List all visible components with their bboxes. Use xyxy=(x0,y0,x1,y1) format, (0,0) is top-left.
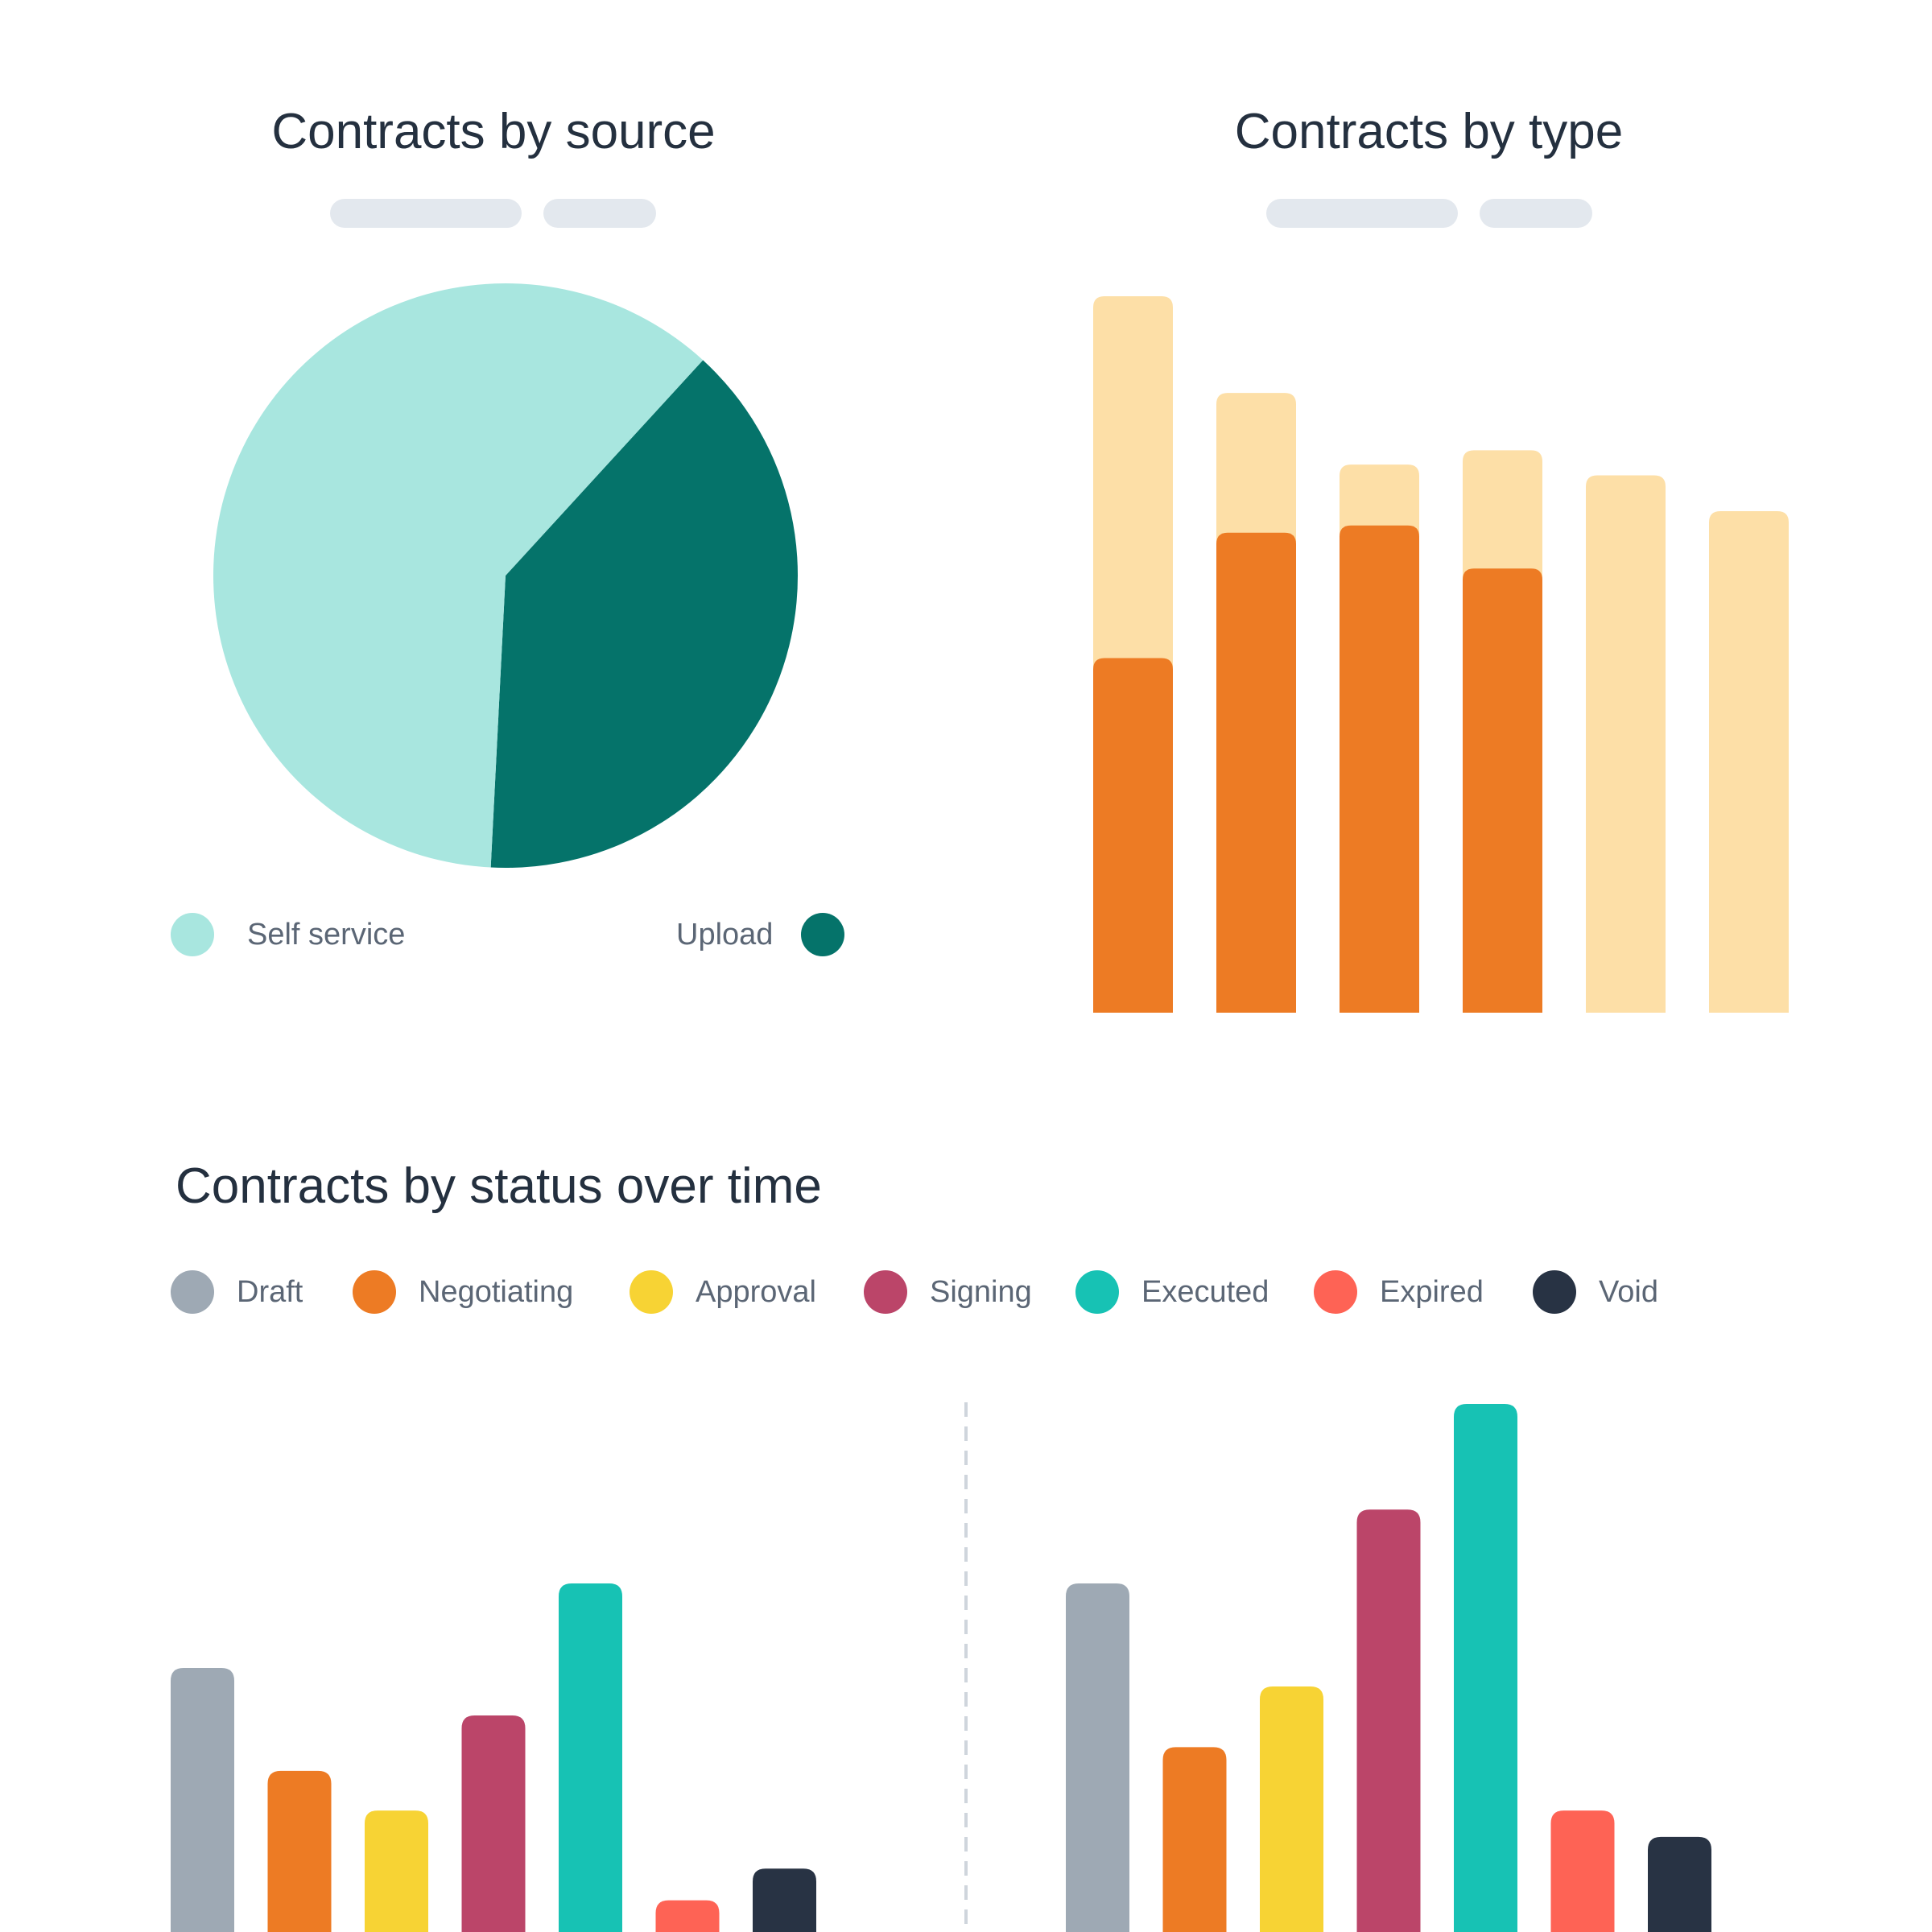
legend-label-approval: Approval xyxy=(696,1275,816,1309)
legend-swatch-executed xyxy=(1075,1270,1119,1314)
legend-swatch-approval xyxy=(630,1270,673,1314)
chart-title-source: Contracts by source xyxy=(271,104,716,159)
legend-label-draft: Draft xyxy=(237,1275,303,1309)
chart-title-status: Contracts by status over time xyxy=(175,1158,822,1214)
legend-label-negotiating: Negotiating xyxy=(419,1275,574,1309)
type-bar-highlight-4 xyxy=(1463,568,1542,1013)
legend-label-executed: Executed xyxy=(1141,1275,1269,1309)
subtitle-placeholder-bar xyxy=(330,199,522,228)
legend-label-void: Void xyxy=(1599,1275,1658,1309)
status-bar-g2-executed xyxy=(1454,1404,1517,1932)
status-bar-g2-void xyxy=(1648,1836,1711,1932)
type-bar-highlight-2 xyxy=(1216,532,1296,1013)
type-bar-total-6 xyxy=(1709,511,1789,1013)
type-bar-highlight-3 xyxy=(1340,525,1419,1013)
subtitle-placeholder-bar xyxy=(1266,199,1458,228)
pie-chart-source xyxy=(213,283,799,869)
subtitle-placeholder-bar xyxy=(1480,199,1592,228)
status-bar-g2-draft xyxy=(1066,1583,1129,1932)
legend-label-signing: Signing xyxy=(930,1275,1032,1309)
status-bar-g1-expired xyxy=(655,1900,720,1932)
subtitle-placeholder-bar xyxy=(543,199,656,228)
status-bar-g1-void xyxy=(753,1868,816,1932)
legend-swatch-negotiating xyxy=(353,1270,396,1314)
status-bar-g2-approval xyxy=(1260,1686,1323,1932)
legend-swatch-self-service xyxy=(171,913,214,956)
legend-label-expired: Expired xyxy=(1380,1275,1484,1309)
legend-swatch-expired xyxy=(1314,1270,1357,1314)
status-bar-g2-expired xyxy=(1550,1810,1615,1932)
legend-swatch-void xyxy=(1533,1270,1576,1314)
pie-slice-upload xyxy=(490,360,799,869)
status-bar-g1-signing xyxy=(461,1715,526,1932)
legend-label-self-service: Self service xyxy=(247,918,406,952)
type-bar-highlight-1 xyxy=(1093,658,1173,1013)
pie-slice-self-service xyxy=(213,283,704,868)
legend-swatch-signing xyxy=(864,1270,907,1314)
bar-chart-status xyxy=(171,1404,1711,1932)
status-bar-g1-executed xyxy=(559,1583,622,1932)
type-bar-total-5 xyxy=(1586,475,1666,1013)
status-bar-g1-approval xyxy=(365,1810,428,1932)
legend-label-upload: Upload xyxy=(676,918,774,952)
status-bar-g2-signing xyxy=(1356,1509,1421,1932)
status-bar-g1-negotiating xyxy=(267,1770,332,1932)
chart-title-type: Contracts by type xyxy=(1234,104,1624,159)
bar-chart-type xyxy=(1093,296,1789,1013)
legend-swatch-draft xyxy=(171,1270,214,1314)
status-bar-g2-negotiating xyxy=(1162,1747,1227,1932)
status-bar-g1-draft xyxy=(171,1668,234,1932)
legend-swatch-upload xyxy=(801,913,844,956)
